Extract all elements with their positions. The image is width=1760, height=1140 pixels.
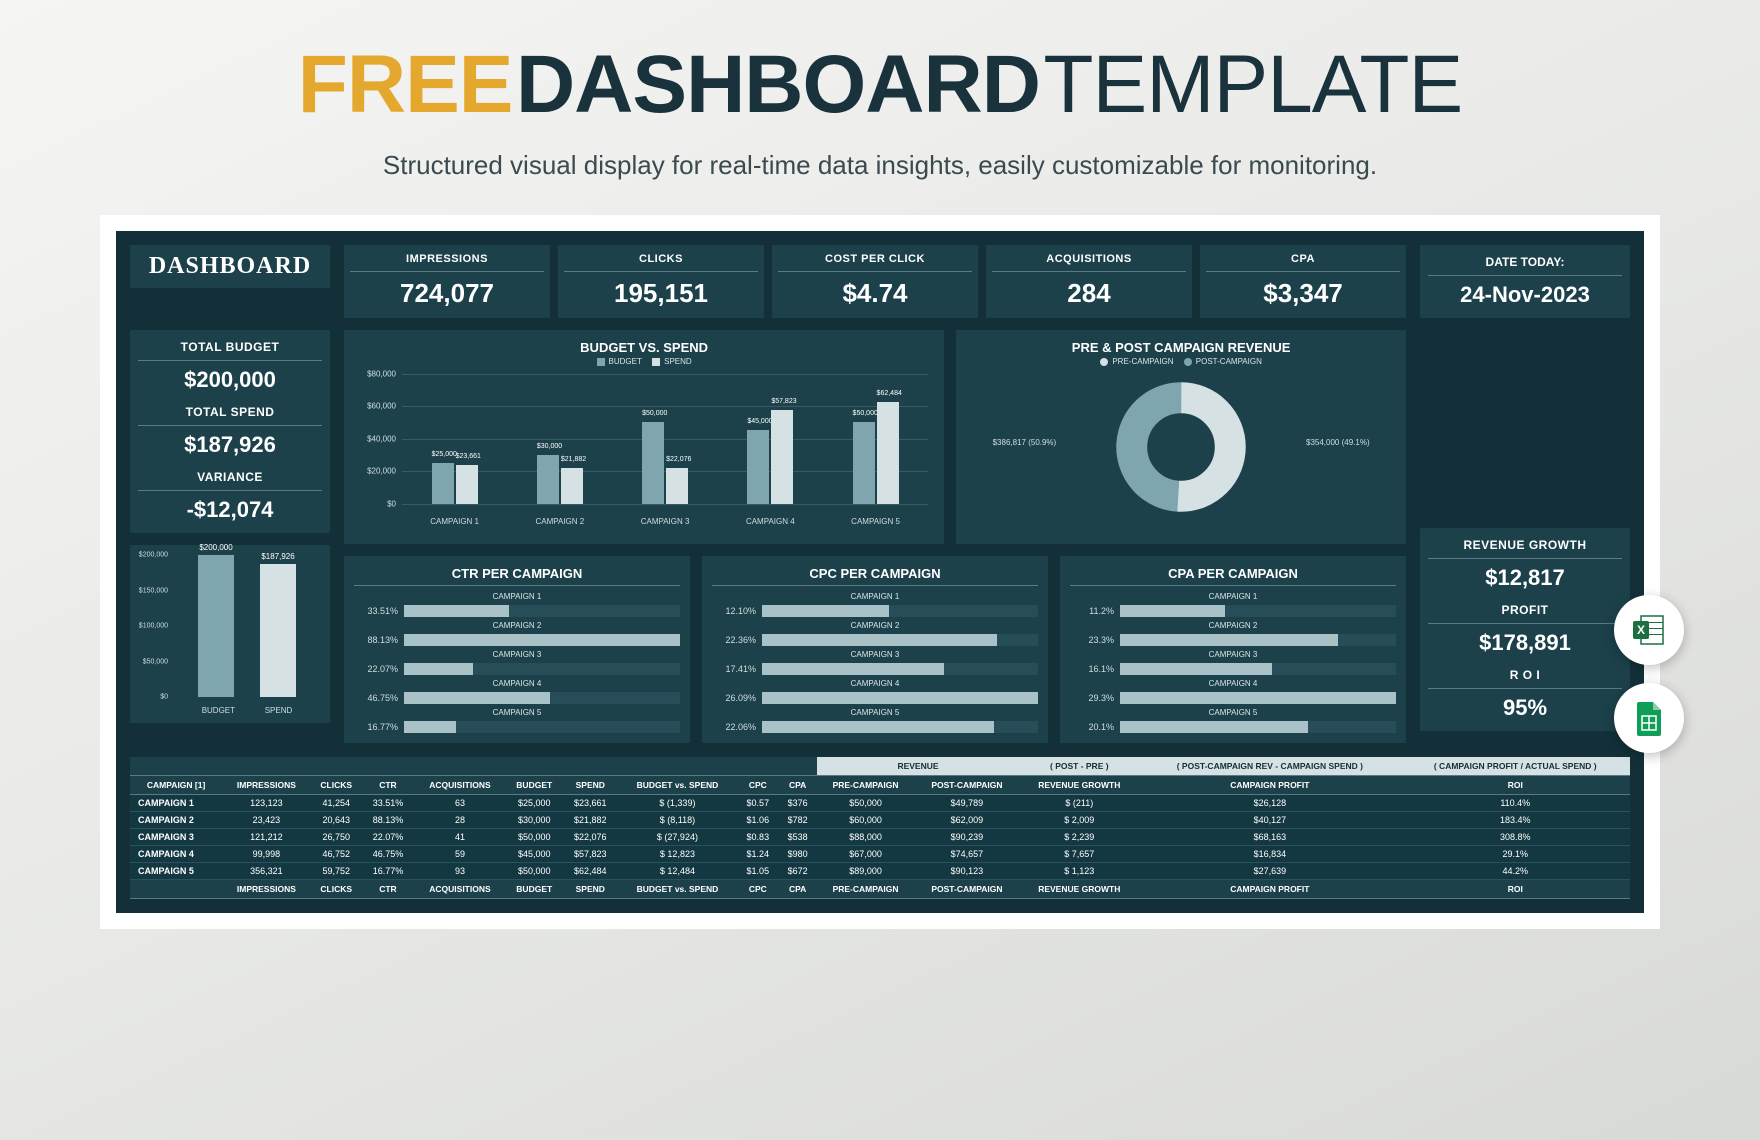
bar-budget: $45,000 xyxy=(747,430,769,503)
kpi-label: CLICKS xyxy=(564,253,758,265)
kpi-card-4: CPA $3,347 xyxy=(1200,245,1406,318)
total-spend-value: $187,926 xyxy=(138,432,322,458)
bar-spend: $23,661 xyxy=(456,465,478,503)
excel-icon[interactable]: X xyxy=(1614,595,1684,665)
kpi-card-2: COST PER CLICK $4.74 xyxy=(772,245,978,318)
donut-chart-card: PRE & POST CAMPAIGN REVENUE PRE-CAMPAIGN… xyxy=(956,330,1406,544)
table-row: CAMPAIGN 5356,32159,75216.77%93$50,000$6… xyxy=(130,862,1630,879)
subtitle: Structured visual display for real-time … xyxy=(40,150,1720,181)
cpa-chart: CPA PER CAMPAIGNCAMPAIGN 111.2%CAMPAIGN … xyxy=(1060,556,1406,743)
small-bar: $187,926 xyxy=(260,564,296,697)
date-label: DATE TODAY: xyxy=(1428,255,1622,269)
table-row: CAMPAIGN 499,99846,75246.75%59$45,000$57… xyxy=(130,845,1630,862)
kpi-value: $4.74 xyxy=(778,278,972,309)
bar-spend: $62,484 xyxy=(877,402,899,504)
roi-value: 95% xyxy=(1428,695,1622,721)
dashboard-title: DASHBOARD xyxy=(130,245,330,288)
page-title: FREE DASHBOARD TEMPLATE xyxy=(40,38,1720,132)
kpi-value: 284 xyxy=(992,278,1186,309)
kpi-value: 195,151 xyxy=(564,278,758,309)
growth-value: $12,817 xyxy=(1428,565,1622,591)
title-word-dashboard: DASHBOARD xyxy=(516,39,1040,130)
bar-spend: $21,882 xyxy=(561,468,583,504)
kpi-label: CPA xyxy=(1206,253,1400,265)
date-card: DATE TODAY: 24-Nov-2023 xyxy=(1420,245,1630,318)
cpc-chart: CPC PER CAMPAIGNCAMPAIGN 112.10%CAMPAIGN… xyxy=(702,556,1048,743)
revenue-card: REVENUE GROWTH $12,817 PROFIT $178,891 R… xyxy=(1420,528,1630,731)
total-spend-label: TOTAL SPEND xyxy=(138,405,322,419)
bar-spend: $22,076 xyxy=(666,468,688,504)
roi-label: R O I xyxy=(1428,668,1622,682)
title-word-free: FREE xyxy=(298,39,513,130)
bar-budget: $50,000 xyxy=(853,422,875,503)
total-budget-value: $200,000 xyxy=(138,367,322,393)
budget-card: TOTAL BUDGET $200,000 TOTAL SPEND $187,9… xyxy=(130,330,330,533)
svg-text:X: X xyxy=(1637,623,1645,637)
date-value: 24-Nov-2023 xyxy=(1428,282,1622,308)
table-row: CAMPAIGN 3121,21226,75022.07%41$50,000$2… xyxy=(130,828,1630,845)
small-bar: $200,000 xyxy=(198,555,234,697)
kpi-label: COST PER CLICK xyxy=(778,253,972,265)
budget-spend-small-chart: $0$50,000$100,000$150,000$200,000 $200,0… xyxy=(130,545,330,723)
table-row: CAMPAIGN 1123,12341,25433.51%63$25,000$2… xyxy=(130,794,1630,811)
kpi-label: IMPRESSIONS xyxy=(350,253,544,265)
bar-budget: $50,000 xyxy=(642,422,664,503)
kpi-value: $3,347 xyxy=(1206,278,1400,309)
donut-legend: PRE-CAMPAIGN POST-CAMPAIGN xyxy=(966,357,1396,368)
dashboard: DASHBOARD IMPRESSIONS 724,077 CLICKS 195,15… xyxy=(116,231,1644,913)
chart-legend: BUDGET SPEND xyxy=(354,357,934,368)
kpi-card-1: CLICKS 195,151 xyxy=(558,245,764,318)
variance-value: -$12,074 xyxy=(138,497,322,523)
bar-spend: $57,823 xyxy=(771,410,793,504)
variance-label: VARIANCE xyxy=(138,470,322,484)
profit-label: PROFIT xyxy=(1428,603,1622,617)
document-frame: DASHBOARD IMPRESSIONS 724,077 CLICKS 195,15… xyxy=(100,215,1660,929)
kpi-label: ACQUISITIONS xyxy=(992,253,1186,265)
data-table: REVENUE( POST - PRE )( POST-CAMPAIGN REV… xyxy=(130,757,1630,899)
kpi-card-0: IMPRESSIONS 724,077 xyxy=(344,245,550,318)
total-budget-label: TOTAL BUDGET xyxy=(138,340,322,354)
ctr-chart: CTR PER CAMPAIGNCAMPAIGN 133.51%CAMPAIGN… xyxy=(344,556,690,743)
bar-budget: $30,000 xyxy=(537,455,559,504)
bar-budget: $25,000 xyxy=(432,463,454,504)
table-row: CAMPAIGN 223,42320,64388.13%28$30,000$21… xyxy=(130,811,1630,828)
growth-label: REVENUE GROWTH xyxy=(1428,538,1622,552)
donut-label-b: $354,000 (49.1%) xyxy=(1306,438,1396,447)
chart-title: BUDGET VS. SPEND xyxy=(354,340,934,355)
donut-svg xyxy=(1116,382,1246,512)
profit-value: $178,891 xyxy=(1428,630,1622,656)
donut-title: PRE & POST CAMPAIGN REVENUE xyxy=(966,340,1396,355)
kpi-value: 724,077 xyxy=(350,278,544,309)
budget-vs-spend-chart: BUDGET VS. SPEND BUDGET SPEND $0$20,000$… xyxy=(344,330,944,544)
donut-label-a: $386,817 (50.9%) xyxy=(966,438,1056,447)
title-word-template: TEMPLATE xyxy=(1043,39,1462,130)
sheets-icon[interactable] xyxy=(1614,683,1684,753)
kpi-card-3: ACQUISITIONS 284 xyxy=(986,245,1192,318)
